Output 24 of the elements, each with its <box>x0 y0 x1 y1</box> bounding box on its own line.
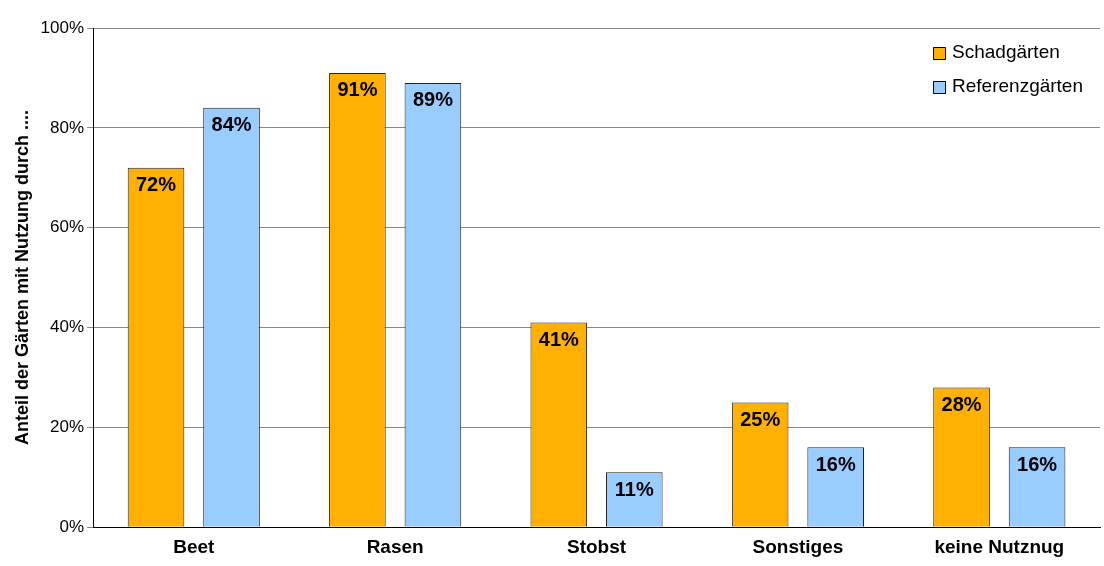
y-tick-label: 20% <box>50 417 85 437</box>
x-tick-label: Beet <box>173 535 216 557</box>
data-label: 28% <box>941 392 982 415</box>
x-tick-label: keine Nutznug <box>934 535 1065 557</box>
y-tick-label: 60% <box>50 217 85 237</box>
data-label: 72% <box>136 173 177 196</box>
legend-label: Referenzgärten <box>952 74 1083 96</box>
y-tick-label: 80% <box>50 117 85 137</box>
data-label: 16% <box>815 452 856 475</box>
y-tick-label: 0% <box>59 516 85 536</box>
y-tick-label: 40% <box>50 317 85 337</box>
data-label: 25% <box>740 407 781 430</box>
y-tick-label: 100% <box>40 17 85 37</box>
legend-label: Schadgärten <box>952 40 1060 62</box>
data-label: 16% <box>1017 452 1058 475</box>
y-axis-title: Anteil der Gärten mit Nutzung durch .... <box>11 110 32 446</box>
data-label: 89% <box>412 88 454 111</box>
x-tick-label: Stobst <box>566 535 627 557</box>
data-label: 41% <box>538 328 580 351</box>
data-label: 84% <box>211 113 252 136</box>
x-tick-label: Rasen <box>366 535 424 557</box>
x-tick-label: Sonstiges <box>752 535 844 557</box>
data-label: 91% <box>337 78 378 101</box>
data-label: 11% <box>614 477 654 500</box>
